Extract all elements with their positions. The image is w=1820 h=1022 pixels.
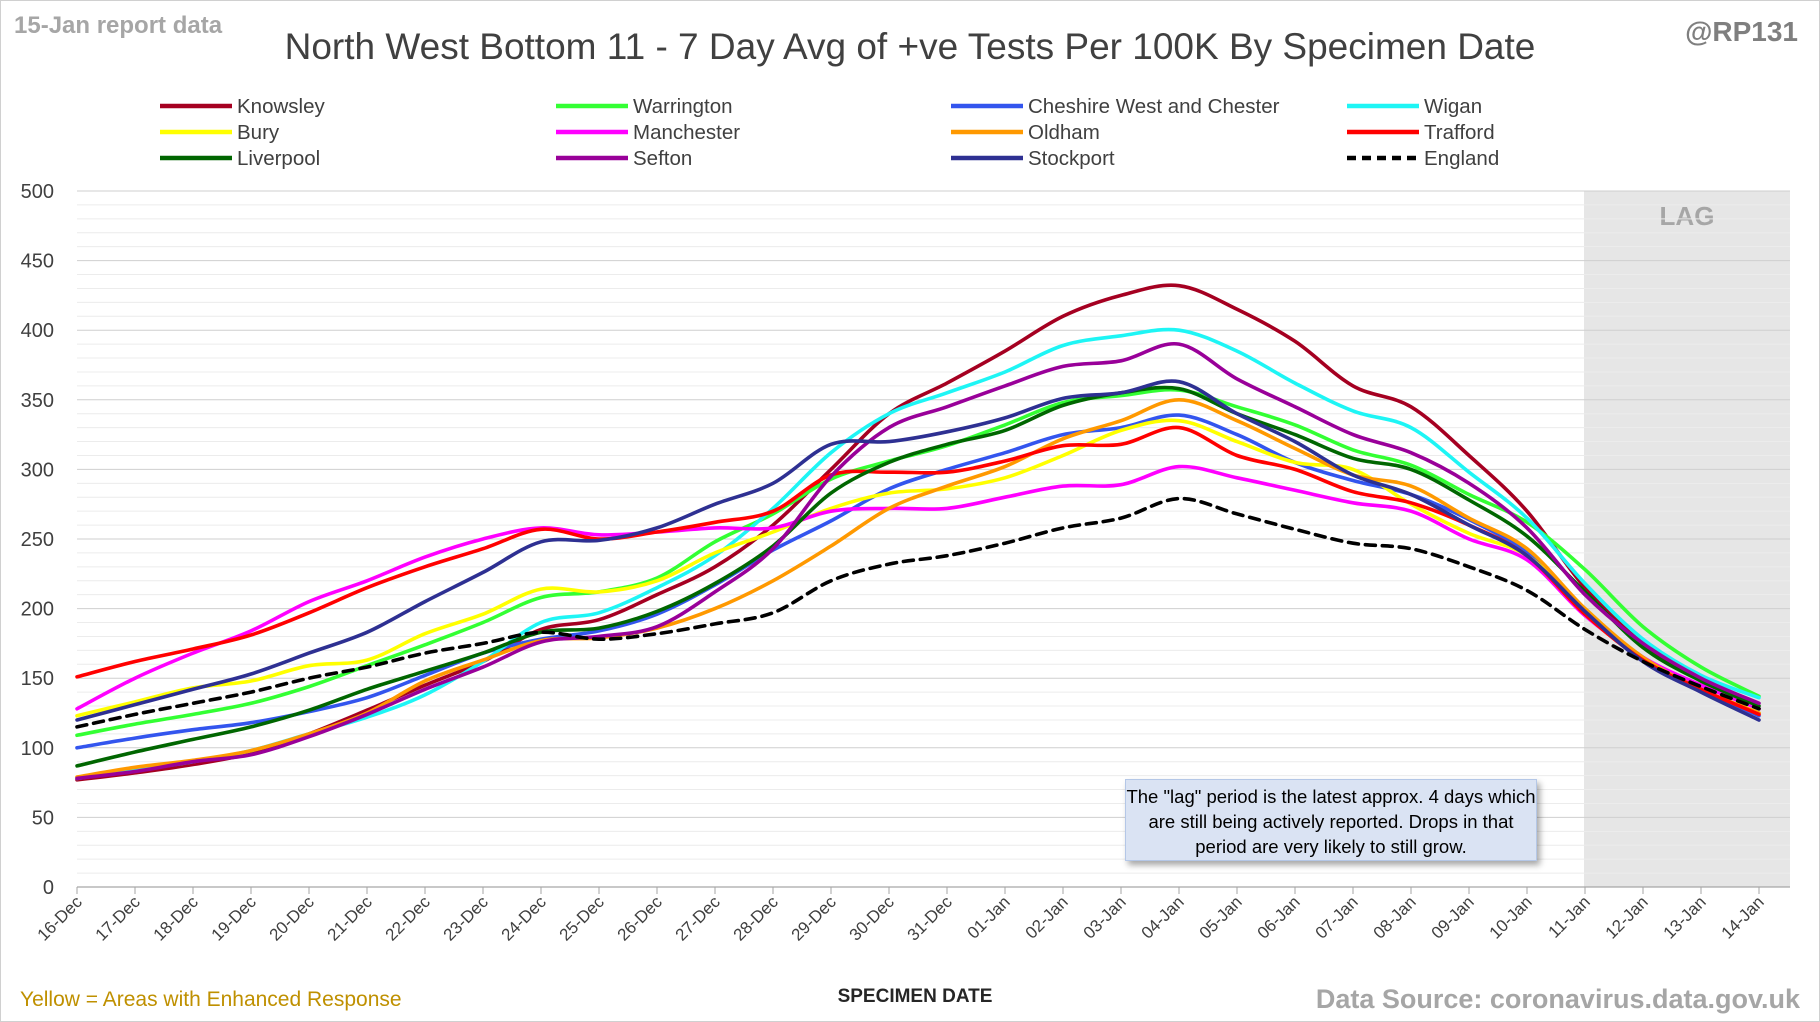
- series-line-bury: [75, 418, 1761, 718]
- y-tick-label: 300: [21, 459, 54, 481]
- legend-label-bury: Bury: [237, 121, 280, 144]
- series-line-cheshire-west-and-chester: [75, 413, 1761, 750]
- x-tick-label: 28-Dec: [730, 892, 783, 945]
- x-tick-label: 29-Dec: [788, 892, 841, 945]
- x-tick-label: 17-Dec: [92, 892, 145, 945]
- x-tick-label: 18-Dec: [150, 892, 203, 945]
- y-tick-label: 400: [21, 320, 54, 342]
- x-tick-label: 23-Dec: [440, 892, 493, 945]
- legend-label-trafford: Trafford: [1424, 121, 1495, 144]
- lag-label: LAG: [1660, 201, 1715, 231]
- y-tick-label: 50: [32, 807, 54, 829]
- x-tick-label: 31-Dec: [904, 892, 957, 945]
- gridlines: [77, 190, 1790, 874]
- y-tick-label: 0: [43, 877, 54, 899]
- x-tick-label: 01-Jan: [964, 892, 1014, 942]
- x-tick-label: 10-Jan: [1486, 892, 1536, 942]
- x-tick-label: 02-Jan: [1022, 892, 1072, 942]
- x-tick-label: 30-Dec: [846, 892, 899, 945]
- x-tick-label: 21-Dec: [324, 892, 377, 945]
- x-tick-label: 05-Jan: [1196, 892, 1246, 942]
- legend: Knowsley Warrington Cheshire West and Ches…: [160, 95, 1499, 170]
- legend-label-liverpool: Liverpool: [237, 147, 320, 170]
- x-tick-label: 16-Dec: [34, 892, 87, 945]
- lag-note-box: The "lag" period is the latest approx. 4…: [1125, 779, 1537, 861]
- x-tick-label: 09-Jan: [1428, 892, 1478, 942]
- legend-label-knowsley: Knowsley: [237, 95, 325, 118]
- y-tick-label: 150: [21, 668, 54, 690]
- x-tick-label: 25-Dec: [556, 892, 609, 945]
- x-tick-label: 14-Jan: [1718, 892, 1768, 942]
- series-line-liverpool: [75, 385, 1761, 768]
- x-tick-label: 22-Dec: [382, 892, 435, 945]
- x-tick-label: 19-Dec: [208, 892, 261, 945]
- x-tick-label: 13-Jan: [1660, 892, 1710, 942]
- series-lines: [75, 283, 1761, 782]
- x-tick-label: 04-Jan: [1138, 892, 1188, 942]
- legend-label-england: England: [1424, 147, 1499, 170]
- x-tick-label: 24-Dec: [498, 892, 551, 945]
- x-tick-label: 11-Jan: [1545, 892, 1594, 941]
- x-tick-label: 08-Jan: [1370, 892, 1420, 942]
- x-tick-label: 27-Dec: [672, 892, 725, 945]
- legend-label-wigan: Wigan: [1424, 95, 1482, 118]
- enhanced-response-note: Yellow = Areas with Enhanced Response: [20, 988, 402, 1011]
- x-axis-label: SPECIMEN DATE: [838, 986, 993, 1007]
- y-tick-label: 500: [21, 181, 54, 203]
- legend-label-cheshire-west-and-chester: Cheshire West and Chester: [1028, 95, 1280, 118]
- y-tick-label: 250: [21, 529, 54, 551]
- x-tick-label: 06-Jan: [1254, 892, 1304, 942]
- legend-label-manchester: Manchester: [633, 121, 740, 144]
- data-source: Data Source: coronavirus.data.gov.uk: [1315, 984, 1800, 1014]
- series-line-knowsley: [75, 283, 1761, 782]
- x-tick-label: 26-Dec: [614, 892, 667, 945]
- report-date-label: 15-Jan report data: [14, 12, 223, 39]
- x-tick-label: 07-Jan: [1312, 892, 1362, 942]
- legend-label-sefton: Sefton: [633, 147, 692, 170]
- legend-label-oldham: Oldham: [1028, 121, 1100, 144]
- series-line-trafford: [75, 425, 1761, 717]
- x-tick-label: 12-Jan: [1602, 892, 1652, 942]
- series-line-manchester: [75, 464, 1761, 711]
- y-tick-label: 200: [21, 599, 54, 621]
- legend-label-warrington: Warrington: [633, 95, 733, 118]
- author-handle: @RP131: [1685, 16, 1798, 47]
- series-line-wigan: [75, 327, 1761, 781]
- series-line-stockport: [75, 379, 1761, 722]
- chart-title: North West Bottom 11 - 7 Day Avg of +ve …: [284, 26, 1536, 67]
- y-tick-label: 100: [21, 738, 54, 760]
- series-line-england: [75, 496, 1761, 729]
- legend-label-stockport: Stockport: [1028, 147, 1115, 170]
- y-tick-label: 350: [21, 390, 54, 412]
- x-tick-label: 03-Jan: [1080, 892, 1130, 942]
- series-line-sefton: [75, 341, 1761, 781]
- y-tick-label: 450: [21, 251, 54, 273]
- x-tick-label: 20-Dec: [266, 892, 319, 945]
